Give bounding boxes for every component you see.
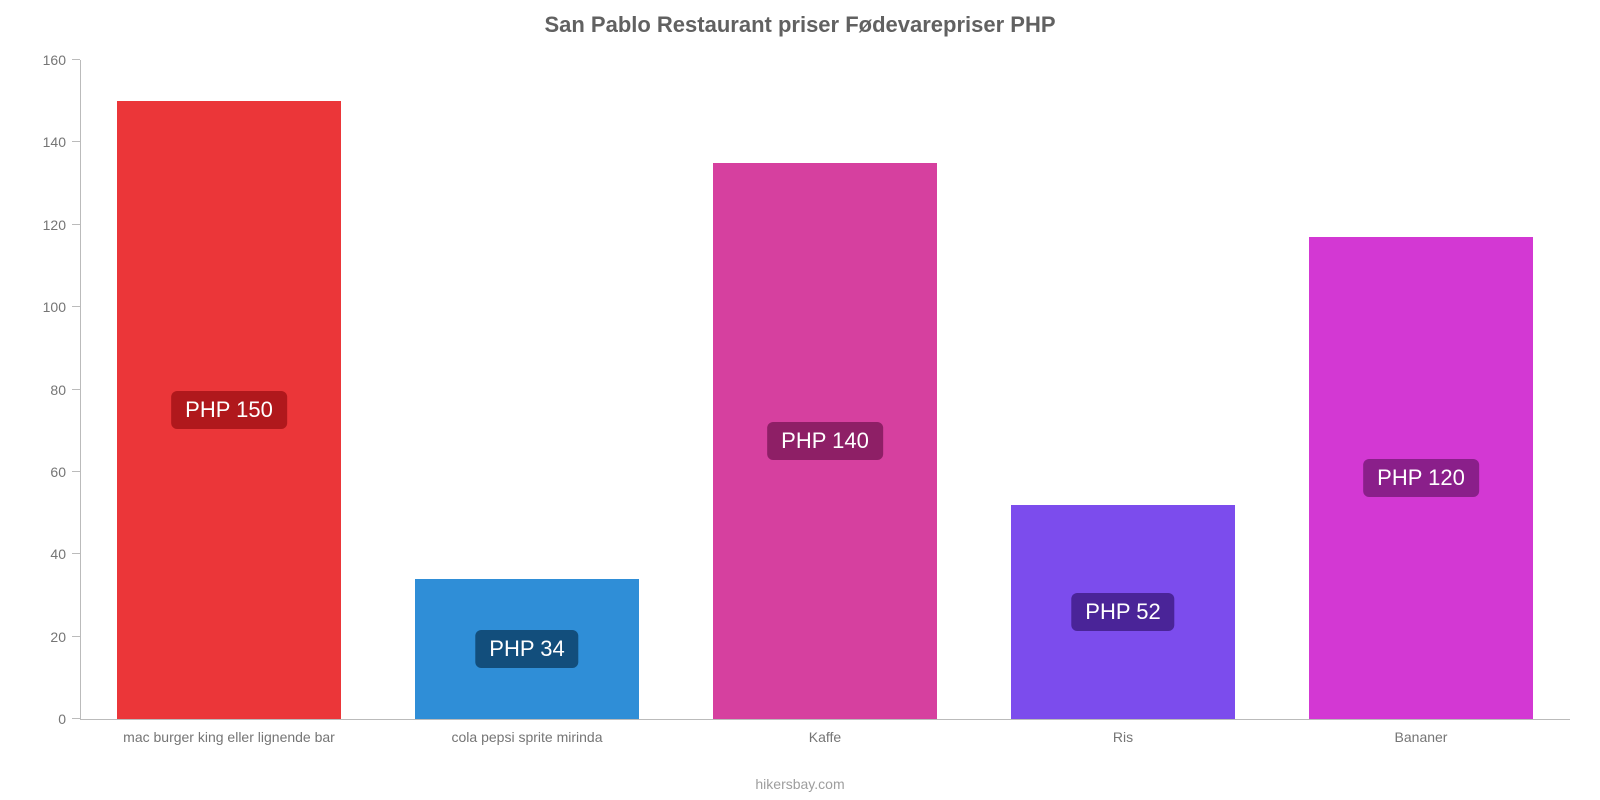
bars-container: PHP 150mac burger king eller lignende ba… (80, 60, 1570, 719)
value-badge: PHP 140 (767, 422, 883, 460)
bar-slot: PHP 120Bananer (1272, 60, 1570, 719)
x-axis-label: Kaffe (676, 719, 974, 745)
value-badge: PHP 120 (1363, 459, 1479, 497)
bar-slot: PHP 34cola pepsi sprite mirinda (378, 60, 676, 719)
y-axis-label: 120 (43, 217, 80, 233)
y-axis-label: 100 (43, 299, 80, 315)
chart-title: San Pablo Restaurant priser Fødevarepris… (0, 12, 1600, 38)
x-axis-label: cola pepsi sprite mirinda (378, 719, 676, 745)
x-axis-label: Ris (974, 719, 1272, 745)
bar-slot: PHP 150mac burger king eller lignende ba… (80, 60, 378, 719)
bar-slot: PHP 52Ris (974, 60, 1272, 719)
y-axis-label: 20 (50, 629, 80, 645)
y-axis-label: 60 (50, 464, 80, 480)
bar-slot: PHP 140Kaffe (676, 60, 974, 719)
attribution-text: hikersbay.com (0, 776, 1600, 792)
value-badge: PHP 52 (1071, 593, 1174, 631)
y-axis-label: 160 (43, 52, 80, 68)
value-badge: PHP 150 (171, 391, 287, 429)
x-axis-label: mac burger king eller lignende bar (80, 719, 378, 745)
y-axis-label: 0 (58, 711, 80, 727)
x-axis-label: Bananer (1272, 719, 1570, 745)
plot-area: PHP 150mac burger king eller lignende ba… (80, 60, 1570, 720)
y-axis-label: 140 (43, 134, 80, 150)
y-axis-label: 40 (50, 546, 80, 562)
value-badge: PHP 34 (475, 630, 578, 668)
y-axis-label: 80 (50, 382, 80, 398)
